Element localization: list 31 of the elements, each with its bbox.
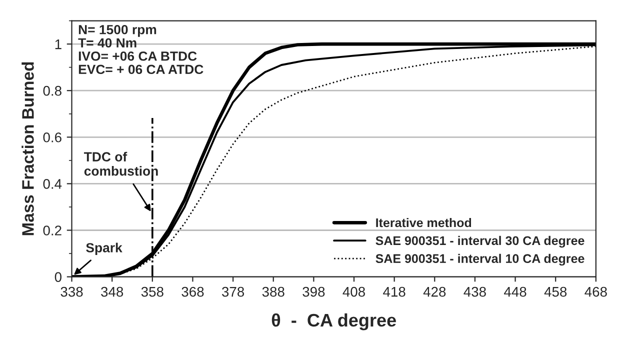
x-tick-label: 378 bbox=[222, 286, 244, 297]
y-axis-title: Mass Fraction Burned bbox=[22, 62, 34, 236]
y-tick-label: 0.2 bbox=[43, 226, 62, 236]
y-tick-label: 0.8 bbox=[43, 86, 62, 96]
x-axis-title: θ - CA degree bbox=[272, 313, 396, 330]
legend-label: SAE 900351 - interval 10 CA degree bbox=[376, 254, 584, 266]
legend-label: SAE 900351 - interval 30 CA degree bbox=[376, 236, 584, 248]
x-tick-label: 338 bbox=[60, 286, 83, 297]
x-tick-label: 388 bbox=[262, 286, 284, 297]
legend-label: Iterative method bbox=[376, 218, 472, 228]
annotation: IVO= +06 CA BTDC bbox=[78, 51, 197, 61]
x-tick-label: 368 bbox=[182, 286, 204, 297]
y-tick-label: 1 bbox=[55, 40, 62, 50]
annotation: TDC of combustion bbox=[84, 152, 158, 176]
x-tick-label: 458 bbox=[544, 286, 567, 297]
x-tick-label: 428 bbox=[423, 286, 446, 297]
x-tick-label: 408 bbox=[342, 286, 365, 297]
x-tick-label: 348 bbox=[101, 286, 124, 297]
annotation: Spark bbox=[86, 242, 122, 256]
annotation: EVC= + 06 CA ATDC bbox=[78, 64, 204, 74]
x-tick-label: 398 bbox=[302, 286, 325, 297]
y-tick-label: 0 bbox=[54, 272, 62, 282]
x-tick-label: 358 bbox=[141, 286, 164, 297]
annotation: N= 1500 rpm bbox=[78, 24, 156, 37]
x-tick-label: 468 bbox=[584, 286, 607, 297]
y-tick-label: 0.6 bbox=[43, 132, 62, 142]
x-tick-label: 418 bbox=[383, 286, 406, 297]
x-tick-label: 438 bbox=[464, 286, 486, 297]
y-tick-label: 0.4 bbox=[43, 179, 62, 189]
annotation: T= 40 Nm bbox=[78, 38, 136, 48]
x-tick-label: 448 bbox=[504, 286, 526, 297]
